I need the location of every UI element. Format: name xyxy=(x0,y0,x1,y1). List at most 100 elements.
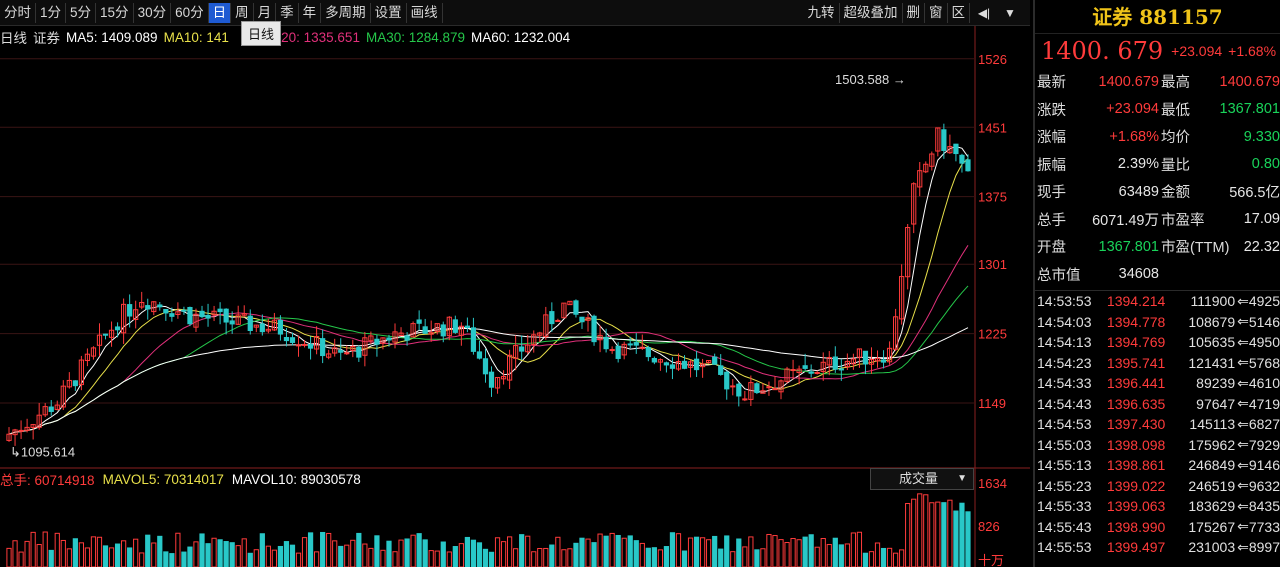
speaker-icon[interactable]: ◀| xyxy=(977,6,991,20)
tick-count: 4719 xyxy=(1248,395,1280,412)
toolbar-button[interactable]: 超级叠加 xyxy=(840,3,903,23)
toolbar-right-buttons: 九转 超级叠加删窗区 xyxy=(804,3,970,23)
candle-body xyxy=(868,358,875,365)
period-tab[interactable]: 30分 xyxy=(134,2,172,23)
tick-list[interactable]: 14:53:53 1394.214 111900 ⇐ 4925 14:54:03 1394.… xyxy=(1035,290,1280,558)
tick-time: 14:54:23 xyxy=(1037,354,1092,371)
tick-price: 1398.098 xyxy=(1106,436,1166,453)
candle-body xyxy=(718,365,724,375)
candle-body xyxy=(549,311,555,325)
candle-body xyxy=(114,326,121,331)
candle-body xyxy=(675,361,682,370)
quote-label: 涨跌 xyxy=(1037,102,1066,119)
tick-count: 5768 xyxy=(1248,354,1280,371)
candle-body xyxy=(917,170,923,188)
candle-body xyxy=(790,369,796,372)
quote-table: 最新 1400.679 最高 1400.679 涨跌 +23.094 最低 1367.801 涨… xyxy=(1035,68,1280,288)
candle-body xyxy=(392,331,398,343)
period-tab[interactable]: 周 xyxy=(231,2,254,23)
ma5-line xyxy=(8,145,969,435)
arrow-left-icon: ⇐ xyxy=(1237,313,1249,330)
volume-bar xyxy=(120,540,127,567)
volume-bar xyxy=(850,532,857,567)
candle-body xyxy=(947,146,953,154)
candle-body xyxy=(651,357,657,363)
volume-bar xyxy=(899,549,905,567)
volume-bar xyxy=(259,533,265,567)
tick-row: 14:55:33 1399.063 183629 ⇐ 8435 xyxy=(1035,496,1280,517)
volume-bar xyxy=(102,545,109,567)
candle-body xyxy=(645,347,651,358)
period-toolbar: 分时 1分 5分 15分 30分 60分日周月季年多周期 设置 画线 九转 超级叠加删窗区 ◀|… xyxy=(0,0,1030,26)
quote-value: 1400.679 xyxy=(1219,73,1280,90)
y-tick-label: 1149 xyxy=(978,396,1006,411)
ma20-value: MA20: 1335.651 xyxy=(260,29,360,45)
toolbar-button[interactable]: 窗 xyxy=(925,3,948,23)
tick-volume: 145113 xyxy=(1189,416,1236,433)
candle-body xyxy=(374,338,380,345)
tick-price: 1399.063 xyxy=(1106,498,1166,515)
candle-body xyxy=(362,337,368,356)
quote-value: 1367.801 xyxy=(1219,101,1280,118)
toolbar-button[interactable]: 区 xyxy=(948,3,970,23)
volume-bar xyxy=(24,540,30,567)
period-tab[interactable]: 多周期 xyxy=(321,2,371,23)
candle-body xyxy=(657,359,664,363)
volume-bar xyxy=(404,538,410,567)
period-tab[interactable]: 设置 xyxy=(371,2,407,23)
candle-body xyxy=(229,320,235,325)
last-price: 1400. 679 xyxy=(1041,37,1164,65)
quote-value: 34608 xyxy=(1118,266,1159,283)
toolbar-button[interactable]: 九转 xyxy=(804,3,840,23)
tick-volume: 183629 xyxy=(1188,498,1236,515)
period-tab[interactable]: 5分 xyxy=(66,2,97,23)
chevron-down-icon[interactable]: ▼ xyxy=(1004,6,1016,20)
candle-body xyxy=(241,313,247,316)
arrow-left-icon: ⇐ xyxy=(1237,518,1249,535)
volume-indicator-select[interactable]: 成交量 ▼ xyxy=(870,468,974,490)
candle-body xyxy=(217,308,223,313)
volume-bar xyxy=(609,532,615,567)
volume-bar xyxy=(54,532,60,567)
price-row: 1400. 679 +23.094 +1.68% xyxy=(1035,34,1280,68)
tick-row: 14:54:43 1396.635 97647 ⇐ 4719 xyxy=(1035,394,1280,415)
y-tick-label: 1451 xyxy=(978,120,1007,135)
candle-body xyxy=(699,363,706,368)
candle-body xyxy=(253,324,259,328)
kline-chart[interactable]: 1526 1451 1375 1301 1225 1149 1503.588 → ↳1095.… xyxy=(0,26,1030,567)
period-tab[interactable]: 分时 xyxy=(0,2,36,23)
candle-body xyxy=(307,343,314,349)
volume-bar xyxy=(886,547,893,567)
quote-label: 最低 xyxy=(1161,102,1190,119)
volume-bar xyxy=(247,552,253,567)
volume-bar xyxy=(18,551,24,567)
period-tab[interactable]: 60分 xyxy=(171,2,209,23)
candle-body xyxy=(48,406,54,412)
volume-bar xyxy=(784,542,790,567)
tick-count: 6827 xyxy=(1248,416,1280,433)
tick-count: 9146 xyxy=(1248,457,1280,474)
quote-label: 均价 xyxy=(1161,130,1190,147)
tick-price: 1396.441 xyxy=(1106,375,1166,392)
candle-body xyxy=(313,336,320,350)
candle-body xyxy=(54,404,60,410)
period-tab[interactable]: 1分 xyxy=(36,2,67,23)
arrow-left-icon: ⇐ xyxy=(1237,477,1249,494)
period-tab[interactable]: 月 xyxy=(254,2,277,23)
period-tab[interactable]: 年 xyxy=(299,2,322,23)
toolbar-button[interactable]: 删 xyxy=(903,3,925,23)
volume-bar xyxy=(917,493,923,567)
security-title: 证券 881157 xyxy=(1035,0,1280,34)
period-tab[interactable]: 15分 xyxy=(96,2,134,23)
period-tab[interactable]: 画线 xyxy=(407,2,443,23)
candle-body xyxy=(742,398,748,401)
tick-volume: 105635 xyxy=(1188,334,1236,351)
volume-bar xyxy=(911,498,917,567)
tick-price: 1396.635 xyxy=(1106,395,1166,412)
volume-bar xyxy=(742,546,748,567)
volume-bar xyxy=(519,534,525,567)
candle-body xyxy=(844,360,850,368)
period-tab[interactable]: 季 xyxy=(276,2,299,23)
period-tab[interactable]: 日 xyxy=(208,2,232,23)
volume-bar xyxy=(374,535,380,567)
